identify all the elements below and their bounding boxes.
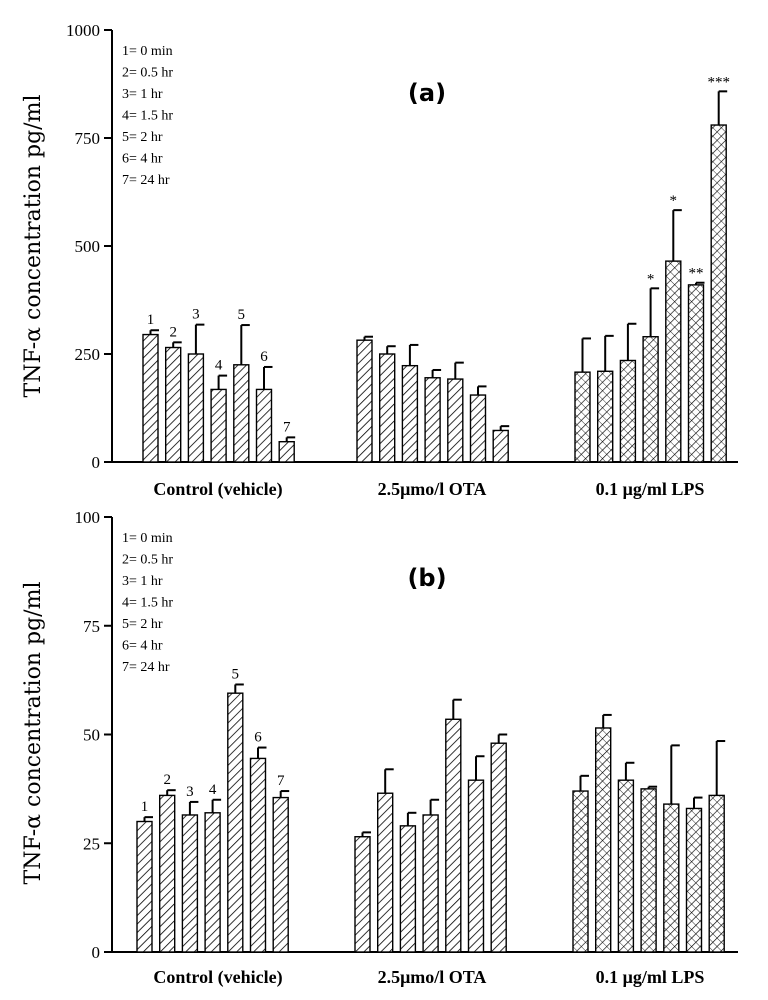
bar <box>158 794 176 953</box>
bar <box>467 779 485 953</box>
legend-entry: 4= 1.5 hr <box>122 109 173 124</box>
legend-entry: 6= 4 hr <box>122 639 163 654</box>
group-label: 0.1 μg/ml LPS <box>596 967 705 987</box>
bar <box>399 825 417 953</box>
legend-entry: 1= 0 min <box>122 531 173 546</box>
bar <box>619 359 637 463</box>
bar <box>142 333 159 463</box>
bar-number-label: 3 <box>192 307 200 323</box>
significance-label: *** <box>707 74 730 90</box>
group-label: 0.1 μg/ml LPS <box>596 479 705 499</box>
legend-entry: 6= 4 hr <box>122 152 163 167</box>
bar <box>249 757 267 953</box>
bar <box>445 718 462 953</box>
bar <box>424 377 441 463</box>
bar-number-label: 6 <box>254 730 262 746</box>
y-tick-label: 500 <box>75 237 101 256</box>
panel-label: (b) <box>407 564 446 592</box>
bar-number-label: 7 <box>277 773 285 789</box>
bar-number-label: 3 <box>186 784 194 800</box>
bar <box>401 364 419 463</box>
bar <box>422 814 439 953</box>
y-tick-label: 1000 <box>66 21 100 40</box>
bar <box>597 370 614 463</box>
bar <box>233 364 250 463</box>
bar <box>204 812 221 953</box>
bar <box>572 790 589 953</box>
group-label: 2.5μmo/l OTA <box>378 967 487 987</box>
y-tick-label: 50 <box>83 726 100 745</box>
y-tick-label: 25 <box>83 834 100 853</box>
bar <box>356 339 373 463</box>
bar <box>379 353 396 463</box>
bar-number-label: 2 <box>163 772 171 788</box>
group-label: Control (vehicle) <box>153 967 282 988</box>
significance-label: * <box>647 271 655 287</box>
y-tick-label: 0 <box>92 453 101 472</box>
significance-label: ** <box>689 266 704 282</box>
y-tick-label: 100 <box>75 508 101 527</box>
y-tick-label: 75 <box>83 617 100 636</box>
bar-number-label: 7 <box>283 419 291 435</box>
significance-label: * <box>670 193 678 209</box>
bar-number-label: 4 <box>209 782 217 798</box>
bar <box>595 727 612 953</box>
legend-entry: 4= 1.5 hr <box>122 596 173 611</box>
panel-label: (a) <box>408 79 446 107</box>
bar-number-label: 1 <box>147 312 155 328</box>
bar-number-label: 5 <box>238 307 246 323</box>
legend-entry: 5= 2 hr <box>122 130 163 145</box>
bar <box>181 814 199 953</box>
y-tick-label: 750 <box>75 129 101 148</box>
group-label: 2.5μmo/l OTA <box>378 479 487 499</box>
bar-number-label: 6 <box>260 349 268 365</box>
legend-entry: 2= 0.5 hr <box>122 553 173 568</box>
y-axis-label: TNF-α concentration pg/ml <box>21 582 46 885</box>
y-axis-label: TNF-α concentration pg/ml <box>21 95 46 398</box>
legend-entry: 7= 24 hr <box>122 173 170 188</box>
bar <box>687 284 705 463</box>
bar <box>227 692 244 953</box>
panel-a: 0 250 500 750 1000 TNF-α concentration pg/ml (… <box>21 21 738 500</box>
bar <box>354 836 371 953</box>
bar <box>469 394 487 463</box>
bar <box>490 742 507 953</box>
bar <box>278 440 295 463</box>
bar <box>187 353 205 463</box>
bar-number-label: 1 <box>141 799 149 815</box>
bar <box>663 803 680 953</box>
bar <box>574 371 591 463</box>
bar <box>210 388 227 463</box>
legend-entry: 2= 0.5 hr <box>122 66 173 81</box>
bar <box>136 820 153 953</box>
bar <box>255 388 273 463</box>
group-label: Control (vehicle) <box>153 479 282 500</box>
bar <box>685 807 703 953</box>
bar <box>272 796 289 953</box>
bar-number-label: 5 <box>232 666 240 682</box>
legend-entry: 7= 24 hr <box>122 660 170 675</box>
legend-entry: 1= 0 min <box>122 44 173 59</box>
bar <box>665 260 682 463</box>
bar <box>617 779 635 953</box>
bar <box>642 336 659 463</box>
bar <box>377 792 394 953</box>
legend-entry: 5= 2 hr <box>122 617 163 632</box>
bar-number-label: 2 <box>169 324 177 340</box>
bar <box>492 429 509 463</box>
bar <box>164 346 182 463</box>
bar <box>640 788 657 953</box>
y-tick-label: 250 <box>75 345 101 364</box>
bar <box>710 124 727 463</box>
bar <box>708 794 725 953</box>
legend-entry: 3= 1 hr <box>122 87 163 102</box>
y-tick-label: 0 <box>92 943 101 962</box>
legend-entry: 3= 1 hr <box>122 574 163 589</box>
bar <box>447 378 464 463</box>
bar-number-label: 4 <box>215 358 223 374</box>
